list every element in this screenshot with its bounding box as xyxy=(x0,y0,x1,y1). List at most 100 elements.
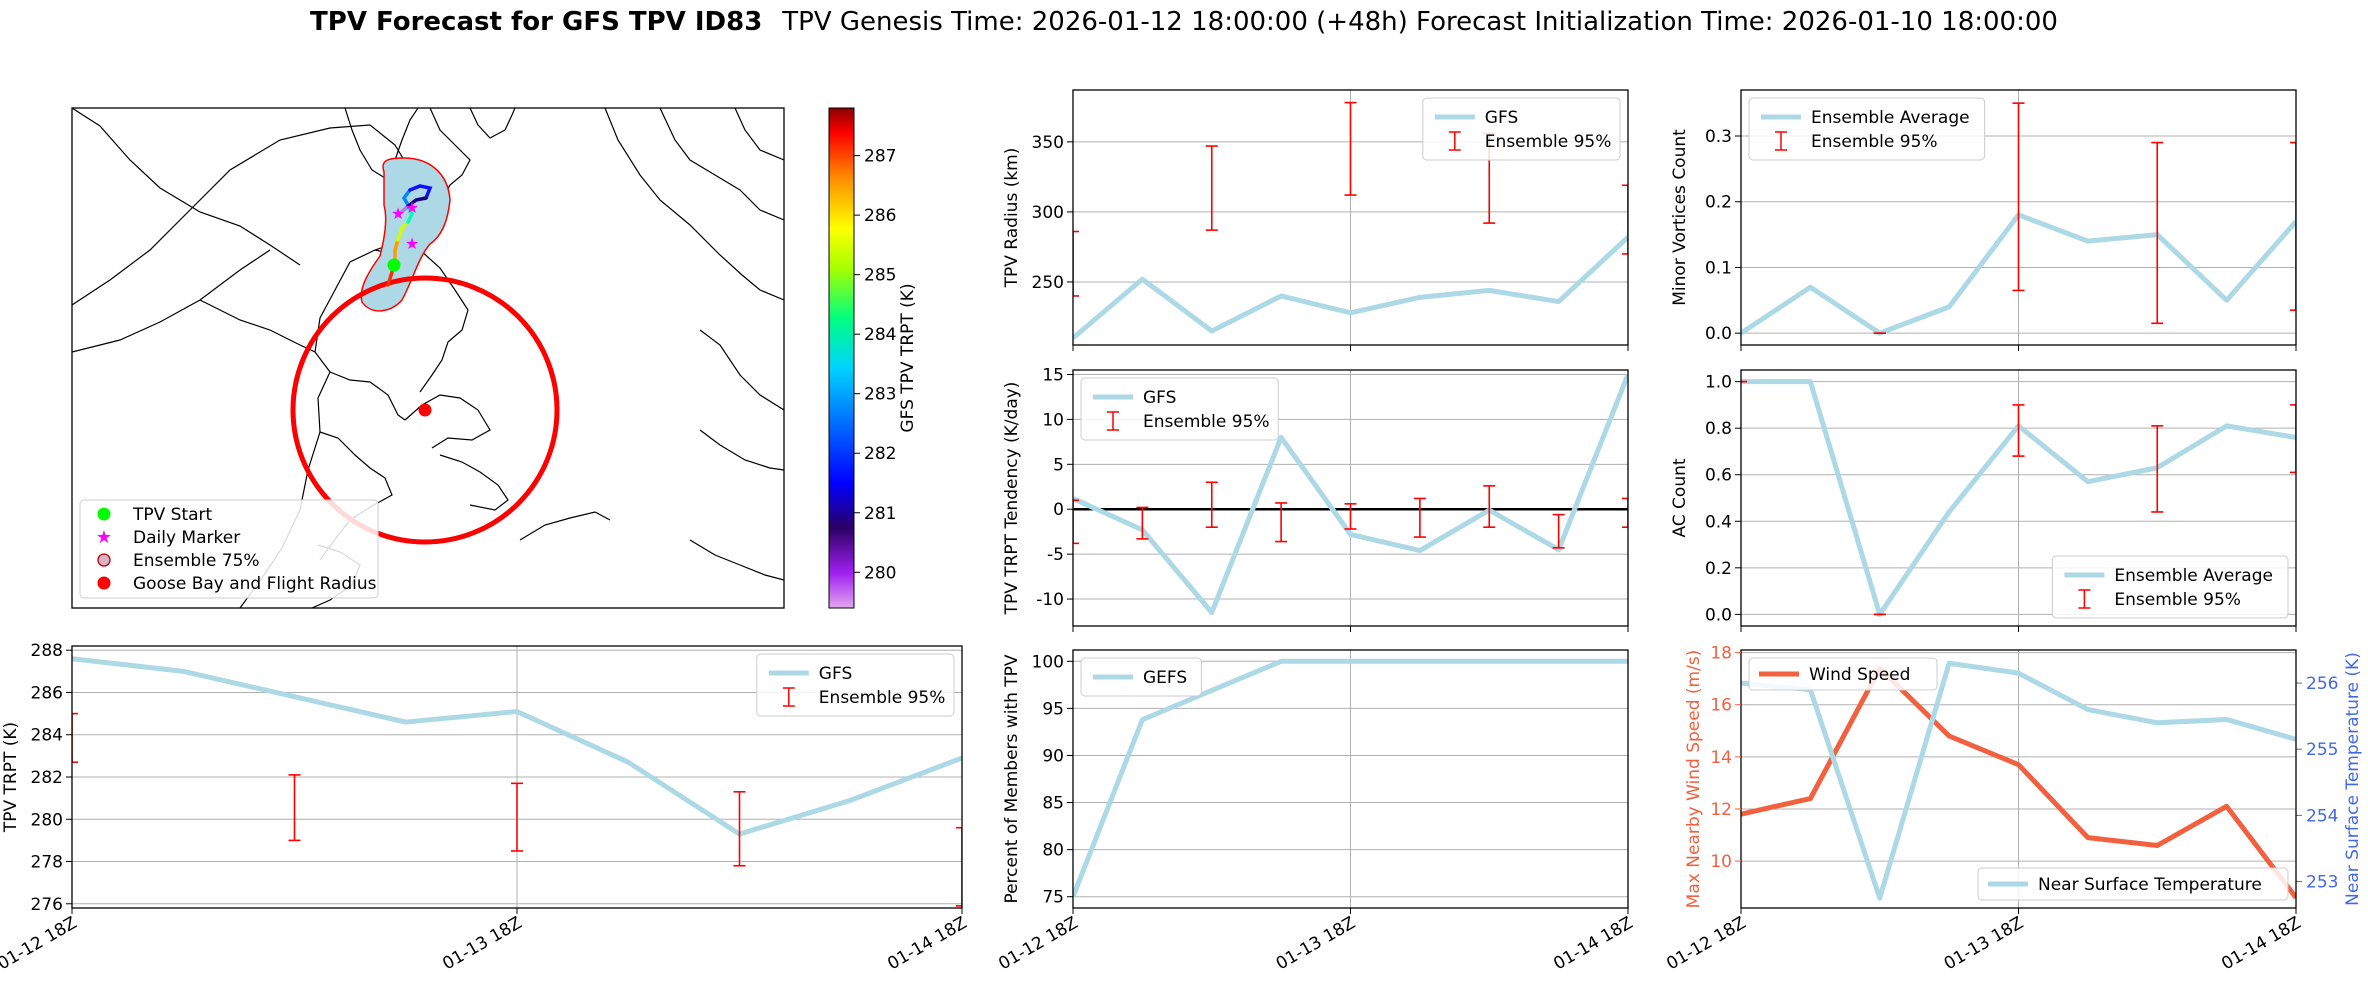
series-line xyxy=(1073,658,1628,898)
colorbar-tick-label: 287 xyxy=(864,147,896,167)
wind-temperature-chart: 253 254 255 256 Near Surface Temperature (K)… xyxy=(1663,644,2363,975)
y-tick-label: 282 xyxy=(31,768,63,788)
legend: GEFS xyxy=(1080,657,1202,697)
y-tick-label: 286 xyxy=(31,683,63,703)
y-axis-label: Minor Vortices Count xyxy=(1670,129,1690,306)
plot-area xyxy=(1073,373,1628,616)
colorbar-tick-label: 284 xyxy=(864,325,896,345)
legend-frame xyxy=(1080,377,1279,441)
plot-area xyxy=(1741,660,2296,901)
errorbar xyxy=(733,790,746,867)
errorbar xyxy=(72,712,78,764)
legend-label: Ensemble 95% xyxy=(2114,590,2241,610)
errorbar xyxy=(1205,145,1218,231)
map-panel: ★ ★ ★ TPV Start ★ Daily Marker Ensemble … xyxy=(71,107,918,609)
series-line xyxy=(1073,373,1628,616)
y-tick-label: 10 xyxy=(1042,410,1064,430)
x-tick-label: 01-14 18Z xyxy=(1550,913,1636,974)
map-content: ★ ★ ★ xyxy=(72,108,784,608)
y-axis-label: Max Nearby Wind Speed (m/s) xyxy=(1684,650,1704,909)
legend-tpv-start-label: TPV Start xyxy=(132,505,213,525)
y-tick-label: 0.6 xyxy=(1705,466,1732,486)
title-bold: TPV Forecast for GFS TPV ID83 xyxy=(310,7,762,37)
y-tick-label: 0 xyxy=(1053,500,1064,520)
legend-temperature: Near Surface Temperature xyxy=(1977,867,2289,901)
x-tick-label: 01-13 18Z xyxy=(1273,913,1359,974)
legend-label: Ensemble 95% xyxy=(1811,132,1938,152)
legend: GFS Ensemble 95% xyxy=(1080,377,1279,441)
legend-label: Ensemble 95% xyxy=(1143,412,1270,432)
flight-radius-circle xyxy=(290,275,560,545)
y-tick-label: 0.2 xyxy=(1705,559,1732,579)
legend-ensemble-label: Ensemble 75% xyxy=(133,551,260,571)
x-tick-label: 01-14 18Z xyxy=(2218,913,2304,974)
errorbar xyxy=(1622,184,1628,255)
colorbar: 280 281 282 283 284 285 286 287 GFS TPV TRPT (K… xyxy=(828,107,918,609)
y-tick-label: 5 xyxy=(1053,455,1064,475)
y-tick-label: 250 xyxy=(1032,273,1064,293)
legend-label: GFS xyxy=(1485,108,1518,128)
legend-frame xyxy=(1748,657,1938,691)
y-tick-label: 300 xyxy=(1032,203,1064,223)
colorbar-tick-label: 285 xyxy=(864,266,896,286)
daily-marker-star: ★ xyxy=(405,234,419,253)
colorbar-tick-label: 281 xyxy=(864,504,896,524)
legend-label: GFS xyxy=(1143,388,1176,408)
errorbar xyxy=(1344,101,1357,196)
y-tick-label: 0.3 xyxy=(1705,127,1732,147)
colorbar-tick-label: 286 xyxy=(864,206,896,226)
y-tick-label: 0.4 xyxy=(1705,512,1732,532)
y-tick-label: 0.0 xyxy=(1705,605,1732,625)
errorbar xyxy=(2151,425,2164,513)
legend-daily-marker-label: Daily Marker xyxy=(133,528,240,548)
legend-label: GEFS xyxy=(1143,668,1187,688)
x-tick-label: 01-12 18Z xyxy=(0,913,81,974)
legend-frame xyxy=(756,653,955,717)
plot-area xyxy=(1741,102,2296,336)
errorbar xyxy=(288,774,301,842)
x-tick-label: 01-12 18Z xyxy=(995,913,1081,974)
ac-count-chart: Ensemble Average Ensemble 95% 0.0 0.2 0.4 0.6… xyxy=(1670,369,2297,632)
map-legend: TPV Start ★ Daily Marker Ensemble 75% Go… xyxy=(79,499,379,599)
y-tick-label: 80 xyxy=(1042,841,1064,861)
figure-title: TPV Forecast for GFS TPV ID83 TPV Genesis… xyxy=(310,7,2058,37)
y2-tick-label: 256 xyxy=(2306,674,2338,694)
colorbar-label: GFS TPV TRPT (K) xyxy=(898,283,918,432)
y-axis-label: AC Count xyxy=(1670,458,1690,537)
daily-marker-star: ★ xyxy=(405,198,419,217)
legend-tpv-start-icon xyxy=(97,507,111,521)
y2-tick-label: 253 xyxy=(2306,873,2338,893)
y-axis-label: TPV Radius (km) xyxy=(1002,148,1022,289)
title-rest: TPV Genesis Time: 2026-01-12 18:00:00 (+… xyxy=(781,7,2058,37)
y-tick-label: 280 xyxy=(31,810,63,830)
y-tick-label: 18 xyxy=(1710,644,1732,664)
series-line xyxy=(72,656,962,837)
y2-tick-label: 254 xyxy=(2306,806,2338,826)
errorbar xyxy=(1344,503,1357,530)
y-tick-label: 75 xyxy=(1042,888,1064,908)
y-tick-label: 288 xyxy=(31,641,63,661)
temperature-line xyxy=(1741,660,2296,901)
errorbar xyxy=(956,826,962,907)
y-tick-label: 90 xyxy=(1042,746,1064,766)
trpt-chart: GFS Ensemble 95% 276 278 280 282 284 286 288 TPV … xyxy=(0,641,971,974)
errorbar xyxy=(1483,485,1496,528)
y-tick-label: 16 xyxy=(1710,696,1732,716)
y-tick-label: 1.0 xyxy=(1705,373,1732,393)
legend-frame xyxy=(1080,657,1202,697)
legend: Ensemble Average Ensemble 95% xyxy=(1748,97,1986,161)
errorbar xyxy=(1552,513,1565,549)
y-axis-label: Percent of Members with TPV xyxy=(1002,654,1022,903)
y-tick-label: 350 xyxy=(1032,133,1064,153)
radius-chart: GFS Ensemble 95% 250 300 350 TPV Radius (km) xyxy=(1002,89,1629,351)
y-tick-label: 100 xyxy=(1032,652,1064,672)
legend-ensemble-icon xyxy=(97,553,111,567)
y-tick-label: 284 xyxy=(31,726,63,746)
y-tick-label: 276 xyxy=(31,895,63,915)
y2-axis-label: Near Surface Temperature (K) xyxy=(2343,652,2363,906)
colorbar-ticks: 280 281 282 283 284 285 286 287 xyxy=(854,147,896,583)
x-tick-label: 01-14 18Z xyxy=(884,913,970,974)
tpv-start-marker xyxy=(387,258,401,272)
series-line xyxy=(1073,235,1628,340)
